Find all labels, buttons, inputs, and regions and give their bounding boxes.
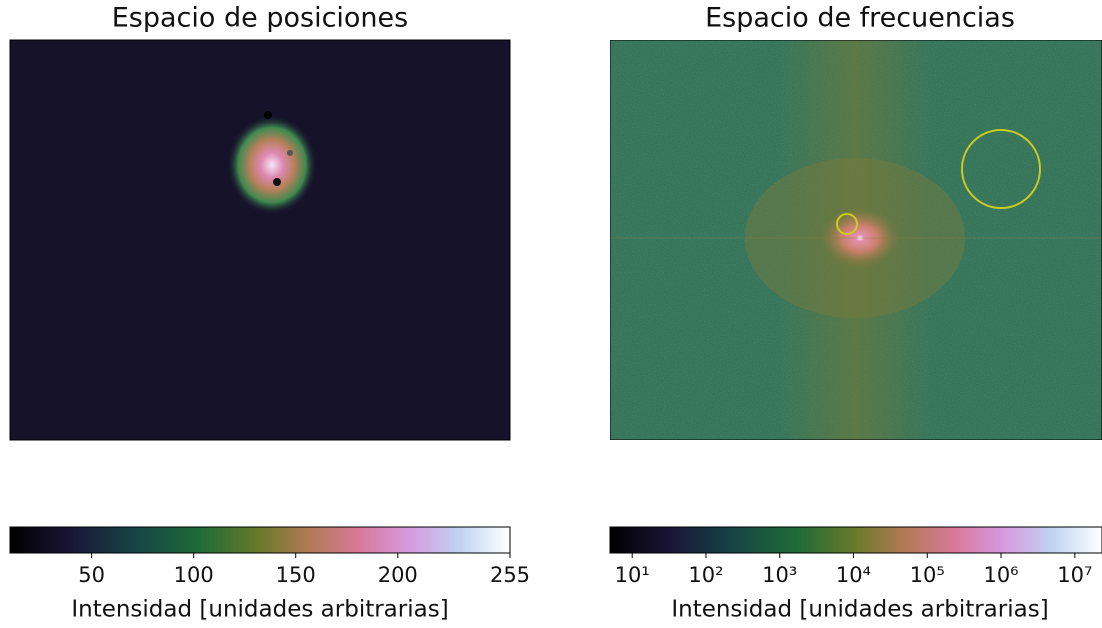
colorbar-tick-label: 200 [378, 563, 418, 587]
colorbar-tick-label: 50 [78, 563, 105, 587]
colorbar [9, 526, 511, 554]
colorbar-tick-label: 10³ [762, 563, 797, 587]
colorbar-tick-label: 10² [688, 563, 723, 587]
frequency-image [610, 40, 1102, 440]
colorbar-tick-label: 150 [276, 563, 316, 587]
position-image [9, 39, 511, 441]
colorbar-tick-label: 10⁶ [983, 563, 1018, 587]
colorbar-label: Intensidad [unidades arbitrarias] [71, 597, 448, 623]
colorbar-tick-label: 10⁴ [836, 563, 871, 587]
colorbar-label: Intensidad [unidades arbitrarias] [671, 597, 1048, 623]
colorbar-tick-label: 10⁵ [910, 563, 945, 587]
colorbar-tick-label: 255 [490, 563, 530, 587]
colorbar-tick-label: 10⁷ [1057, 563, 1092, 587]
chart-title: Espacio de frecuencias [705, 3, 1015, 34]
colorbar-tick-label: 10¹ [615, 563, 650, 587]
colorbar-tick-label: 100 [174, 563, 214, 587]
colorbar [609, 526, 1102, 554]
chart-title: Espacio de posiciones [112, 3, 408, 34]
